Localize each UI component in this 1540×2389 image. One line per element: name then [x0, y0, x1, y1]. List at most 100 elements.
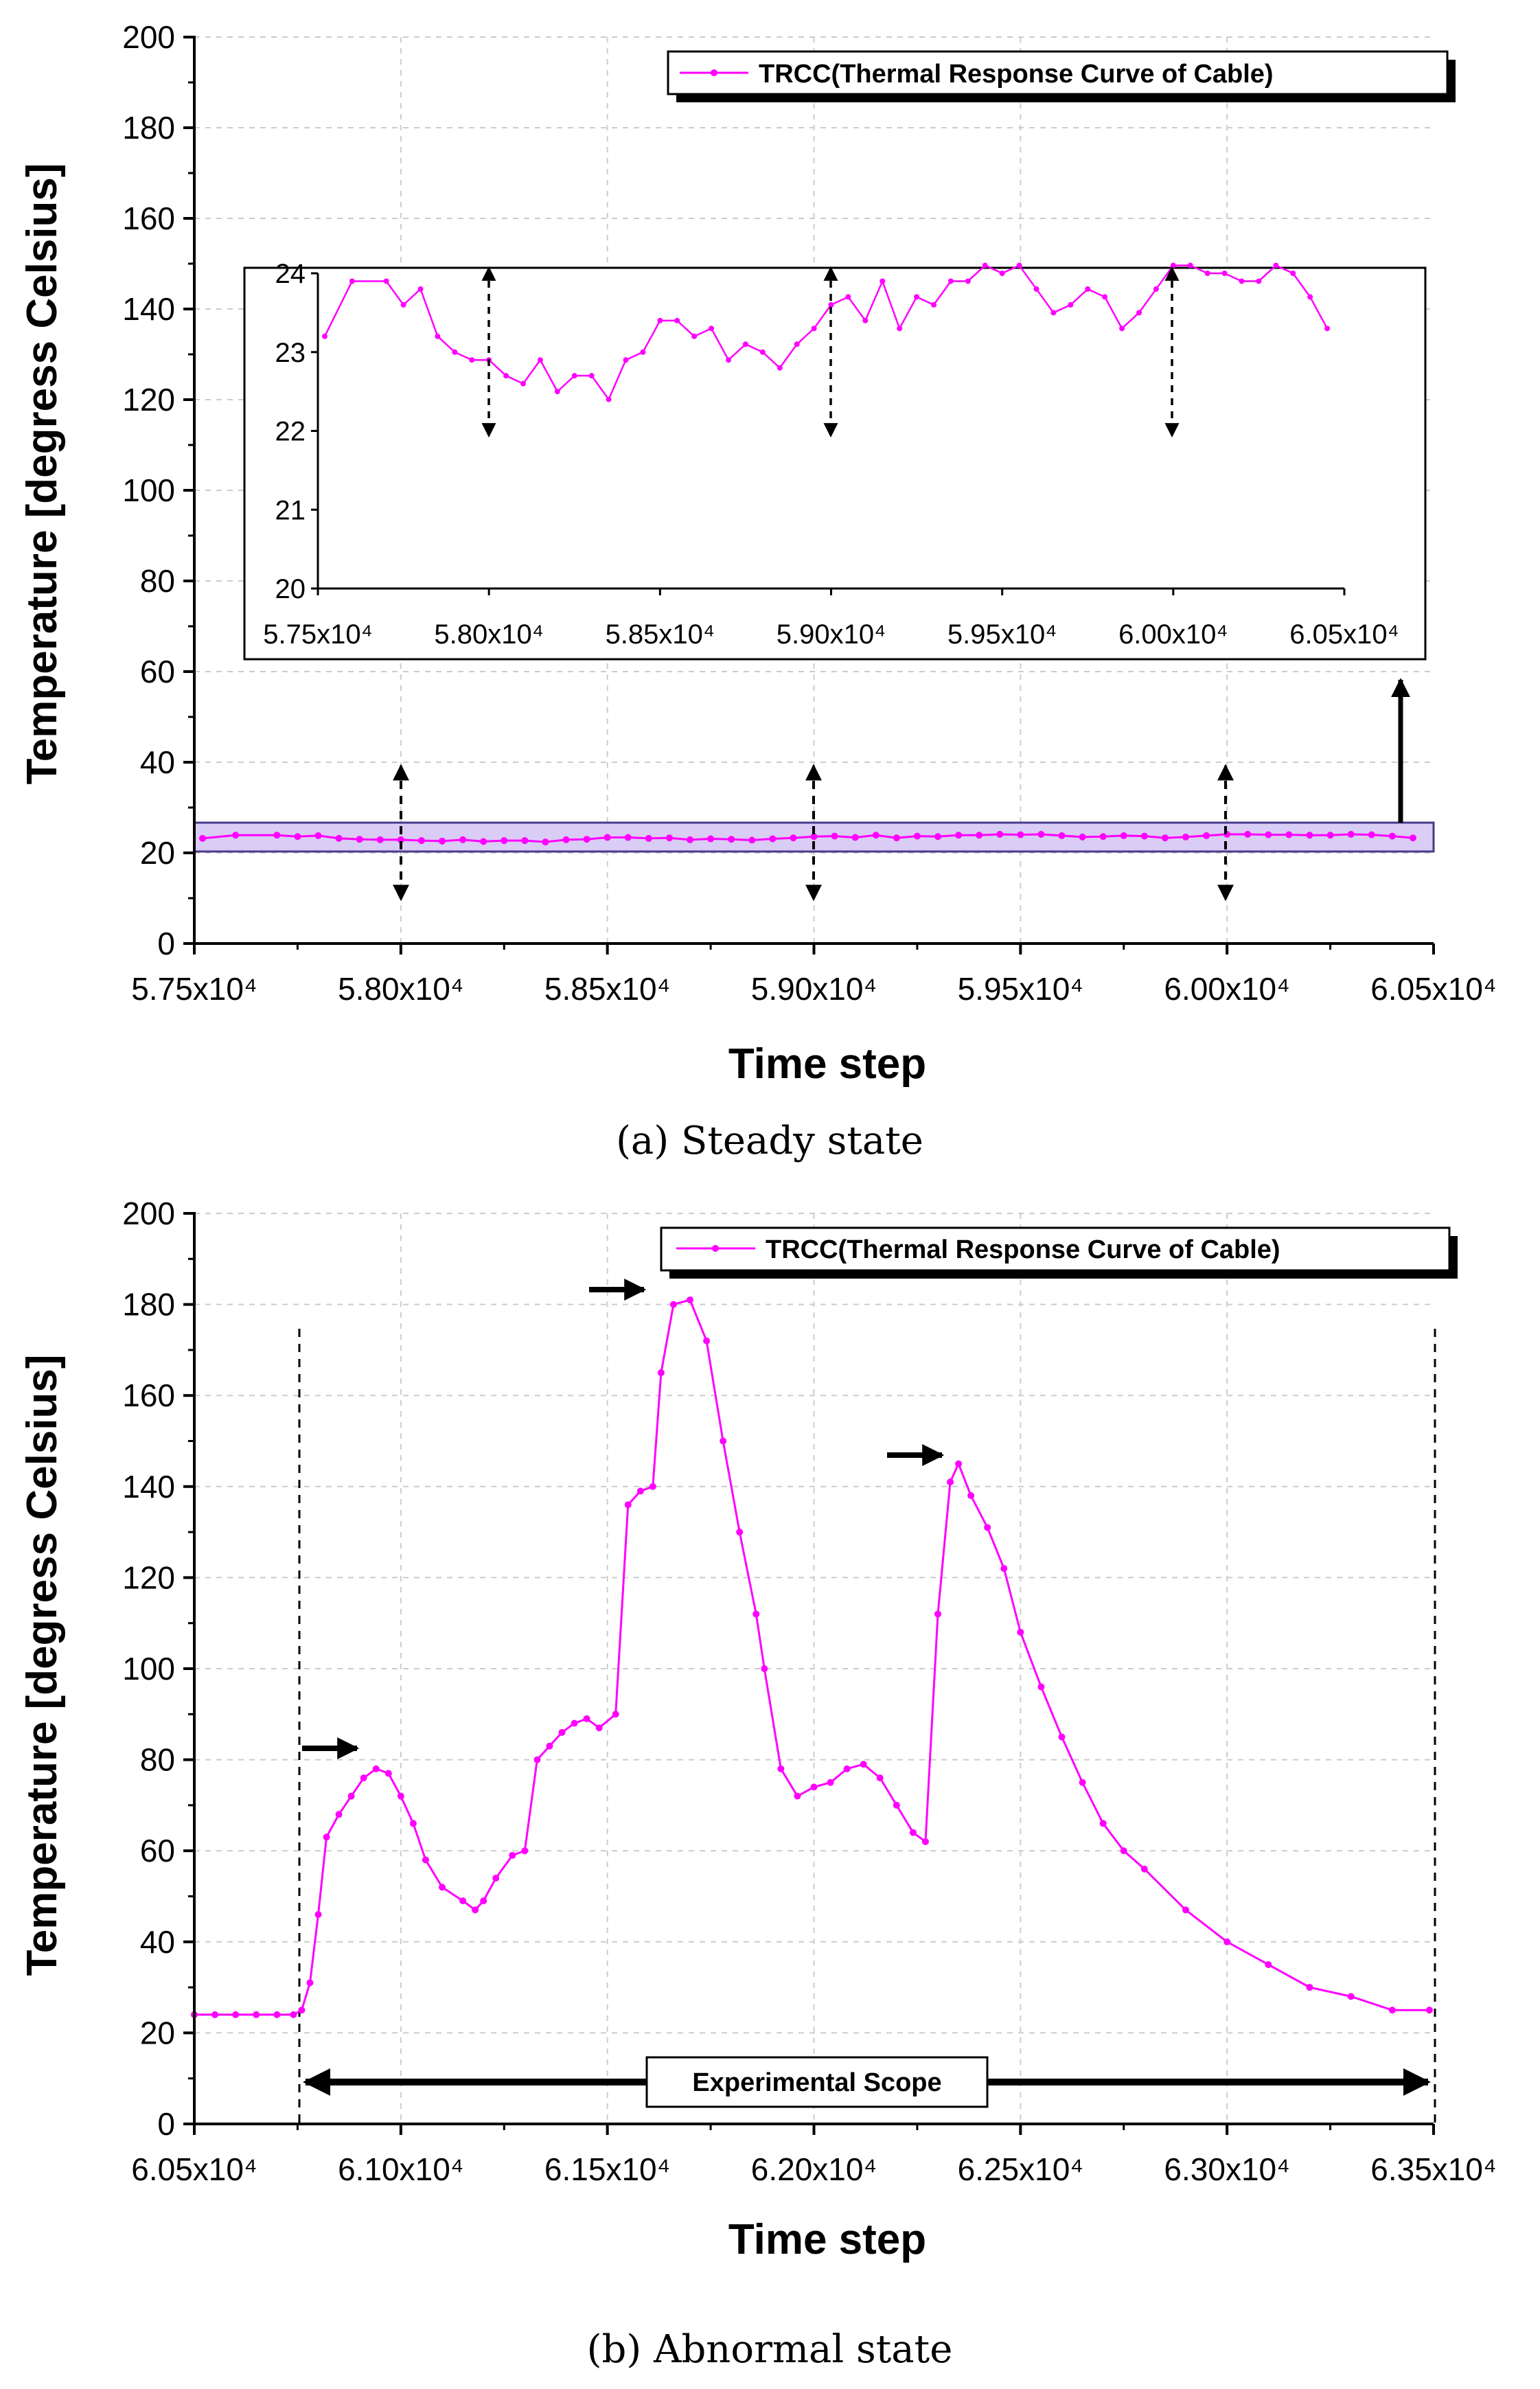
inset-data-point — [965, 278, 971, 284]
data-point — [273, 832, 281, 839]
inset-data-point — [794, 341, 800, 347]
inset-y-tick-label: 24 — [275, 259, 306, 289]
data-point — [1203, 832, 1210, 839]
y-tick-label: 120 — [122, 382, 175, 418]
data-point — [1425, 2007, 1433, 2014]
data-point — [417, 837, 425, 845]
grid-b — [194, 1213, 1434, 2124]
inset-data-point — [554, 389, 560, 395]
xlabel-b: Time step — [728, 2216, 926, 2263]
data-point — [501, 837, 508, 845]
data-point — [1182, 833, 1189, 841]
data-point — [636, 1487, 644, 1495]
inset-data-point — [1273, 262, 1279, 268]
ylabel-b: Temperature [degress Celsius] — [19, 1354, 66, 1976]
svg-text:TRCC(Thermal Response Curve of: TRCC(Thermal Response Curve of Cable) — [759, 60, 1274, 89]
y-tick-label: 200 — [122, 1196, 175, 1231]
inset-data-point — [1153, 286, 1159, 292]
x-tick-label: 6.05x10⁴ — [1370, 971, 1496, 1007]
ticks-b: 6.05x10⁴ 6.10x10⁴ 6.15x10⁴ 6.20x10⁴ 6.25x10⁴… — [122, 1196, 1496, 2187]
data-point — [827, 1779, 834, 1786]
data-point — [347, 1792, 355, 1800]
steady-state-chart: 5.75x10⁴ 5.80x10⁴ 5.85x10⁴ 5.90x10⁴ 5.95x10⁴… — [19, 19, 1497, 1163]
data-point — [1368, 831, 1375, 838]
data-point — [624, 834, 632, 841]
y-tick-label: 160 — [122, 1378, 175, 1413]
data-point — [521, 837, 529, 845]
x-tick-label: 6.20x10⁴ — [751, 2151, 877, 2187]
x-tick-label: 5.95x10⁴ — [958, 971, 1083, 1007]
data-point — [645, 834, 652, 842]
data-point — [422, 1856, 429, 1864]
inset-data-point — [606, 396, 612, 402]
inset-data-point — [400, 301, 406, 308]
series-a — [199, 830, 1416, 846]
data-point — [1120, 832, 1127, 839]
data-point — [1120, 1847, 1127, 1855]
series-line — [202, 833, 1414, 843]
data-point — [687, 836, 693, 843]
abnormal-state-chart: 6.05x10⁴ 6.10x10⁴ 6.15x10⁴ 6.20x10⁴ 6.25x10⁴… — [19, 1196, 1497, 2372]
data-point — [1347, 830, 1355, 838]
data-point — [1017, 831, 1024, 838]
legend-b: TRCC(Thermal Response Curve of Cable) — [660, 1226, 1458, 1279]
data-point — [459, 1897, 467, 1905]
data-point — [1306, 1984, 1313, 1991]
data-point — [669, 1301, 677, 1308]
inset-data-point — [520, 380, 526, 387]
data-point — [893, 1801, 900, 1809]
data-point — [687, 1296, 693, 1303]
data-point — [546, 1742, 553, 1750]
data-point — [1017, 1628, 1024, 1636]
inset-data-point — [674, 317, 680, 323]
data-point — [736, 1529, 744, 1536]
series-line — [194, 1299, 1429, 2016]
data-point — [649, 1483, 656, 1490]
data-point — [703, 1337, 711, 1345]
y-tick-label: 60 — [140, 1833, 175, 1868]
data-point — [604, 834, 611, 841]
data-point — [314, 1911, 322, 1919]
inset-data-point — [811, 325, 817, 332]
inset-data-point — [947, 278, 954, 284]
data-point — [356, 836, 363, 843]
data-point — [720, 1437, 727, 1445]
y-tick-label: 40 — [140, 1924, 175, 1960]
x-tick-label: 6.05x10⁴ — [131, 2151, 257, 2187]
inset-data-point — [537, 357, 543, 363]
data-point — [657, 1369, 665, 1377]
experimental-scope-box — [645, 2056, 989, 2108]
inset-data-point — [571, 373, 577, 379]
inset-data-point — [383, 278, 389, 284]
y-tick-label: 120 — [122, 1559, 175, 1595]
data-point — [1306, 832, 1313, 839]
y-tick-label: 60 — [140, 654, 175, 689]
data-point — [542, 838, 549, 846]
data-point — [967, 1492, 975, 1500]
data-point — [409, 1820, 417, 1827]
data-point — [1244, 830, 1252, 838]
inset-data-point — [999, 271, 1005, 276]
inset-data-point — [435, 333, 441, 339]
y-tick-label: 180 — [122, 110, 175, 146]
inset-ticks: 5.75x10⁴ 5.80x10⁴ 5.85x10⁴ 5.90x10⁴ 5.95x10⁴… — [263, 259, 1399, 650]
inset-data-point — [1033, 286, 1039, 292]
x-tick-label: 6.35x10⁴ — [1370, 2151, 1496, 2187]
inset-data-point — [880, 278, 886, 284]
x-tick-label: 5.75x10⁴ — [131, 971, 257, 1007]
data-point — [1099, 833, 1107, 841]
inset-data-point — [709, 325, 715, 332]
data-point — [1182, 1906, 1189, 1914]
data-point — [761, 1665, 768, 1672]
data-point — [323, 1833, 330, 1841]
caption-a: (a) Steady state — [616, 1119, 923, 1163]
inset-data-point — [1085, 286, 1091, 292]
y-tick-label: 80 — [140, 1742, 175, 1778]
y-tick-label: 100 — [122, 472, 175, 508]
data-point — [1388, 2007, 1396, 2014]
data-point — [893, 834, 900, 842]
x-tick-label: 6.30x10⁴ — [1164, 2151, 1289, 2187]
series-b — [191, 1296, 1433, 2018]
y-tick-label: 140 — [122, 291, 175, 327]
data-point — [955, 1460, 963, 1467]
